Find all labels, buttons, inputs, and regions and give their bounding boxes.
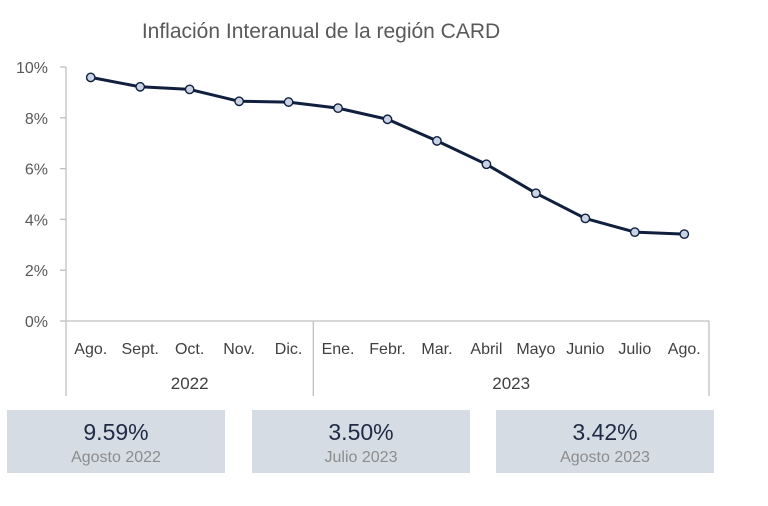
data-point-marker	[87, 73, 95, 81]
x-tick-label: Febr.	[369, 341, 405, 358]
x-tick-label: Mar.	[421, 341, 452, 358]
y-tick-label: 6%	[25, 162, 48, 179]
x-tick-label: Ene.	[322, 341, 355, 358]
chart-title: Inflación Interanual de la región CARD	[142, 20, 500, 43]
data-point-marker	[284, 98, 292, 106]
data-point-marker	[482, 160, 490, 168]
card-agosto-2023: 3.42% Agosto 2023	[496, 410, 714, 473]
y-tick-label: 4%	[25, 212, 48, 229]
x-tick-label: Junio	[566, 341, 604, 358]
data-point-marker	[235, 97, 243, 105]
year-group-label: 2023	[492, 374, 530, 393]
data-point-marker	[631, 228, 639, 236]
data-point-marker	[334, 104, 342, 112]
x-tick-label: Oct.	[175, 341, 204, 358]
y-tick-label: 0%	[25, 314, 48, 331]
data-point-marker	[383, 115, 391, 123]
y-tick-label: 8%	[25, 111, 48, 128]
data-point-marker	[433, 137, 441, 145]
y-tick-label: 10%	[16, 60, 48, 77]
card-agosto-2022: 9.59% Agosto 2022	[7, 410, 225, 473]
data-point-marker	[581, 214, 589, 222]
chart-axes: 0% 2% 4% 6% 8% 10% Ago. Sept. Oct. Nov. Dic. Ene. Fe…	[16, 60, 709, 396]
x-tick-label: Ago.	[74, 341, 107, 358]
card-label: Agosto 2023	[496, 449, 714, 467]
data-point-marker	[136, 83, 144, 91]
inflation-line-chart: Inflación Interanual de la región CARD 0…	[0, 0, 768, 410]
year-group-label: 2022	[171, 374, 209, 393]
x-tick-label: Mayo	[516, 341, 555, 358]
data-point-marker	[680, 230, 688, 238]
x-tick-label: Nov.	[223, 341, 255, 358]
x-tick-label: Sept.	[122, 341, 159, 358]
data-point-marker	[185, 85, 193, 93]
series-line	[87, 73, 689, 238]
card-value: 3.42%	[496, 419, 714, 445]
x-tick-label: Abril	[470, 341, 502, 358]
y-tick-label: 2%	[25, 263, 48, 280]
card-label: Agosto 2022	[7, 449, 225, 467]
x-tick-label: Ago.	[668, 341, 701, 358]
card-value: 9.59%	[7, 419, 225, 445]
card-value: 3.50%	[252, 419, 470, 445]
data-point-marker	[532, 189, 540, 197]
card-julio-2023: 3.50% Julio 2023	[252, 410, 470, 473]
inflation-line	[91, 77, 685, 234]
card-label: Julio 2023	[252, 449, 470, 467]
x-tick-label: Dic.	[275, 341, 303, 358]
x-tick-label: Julio	[618, 341, 651, 358]
